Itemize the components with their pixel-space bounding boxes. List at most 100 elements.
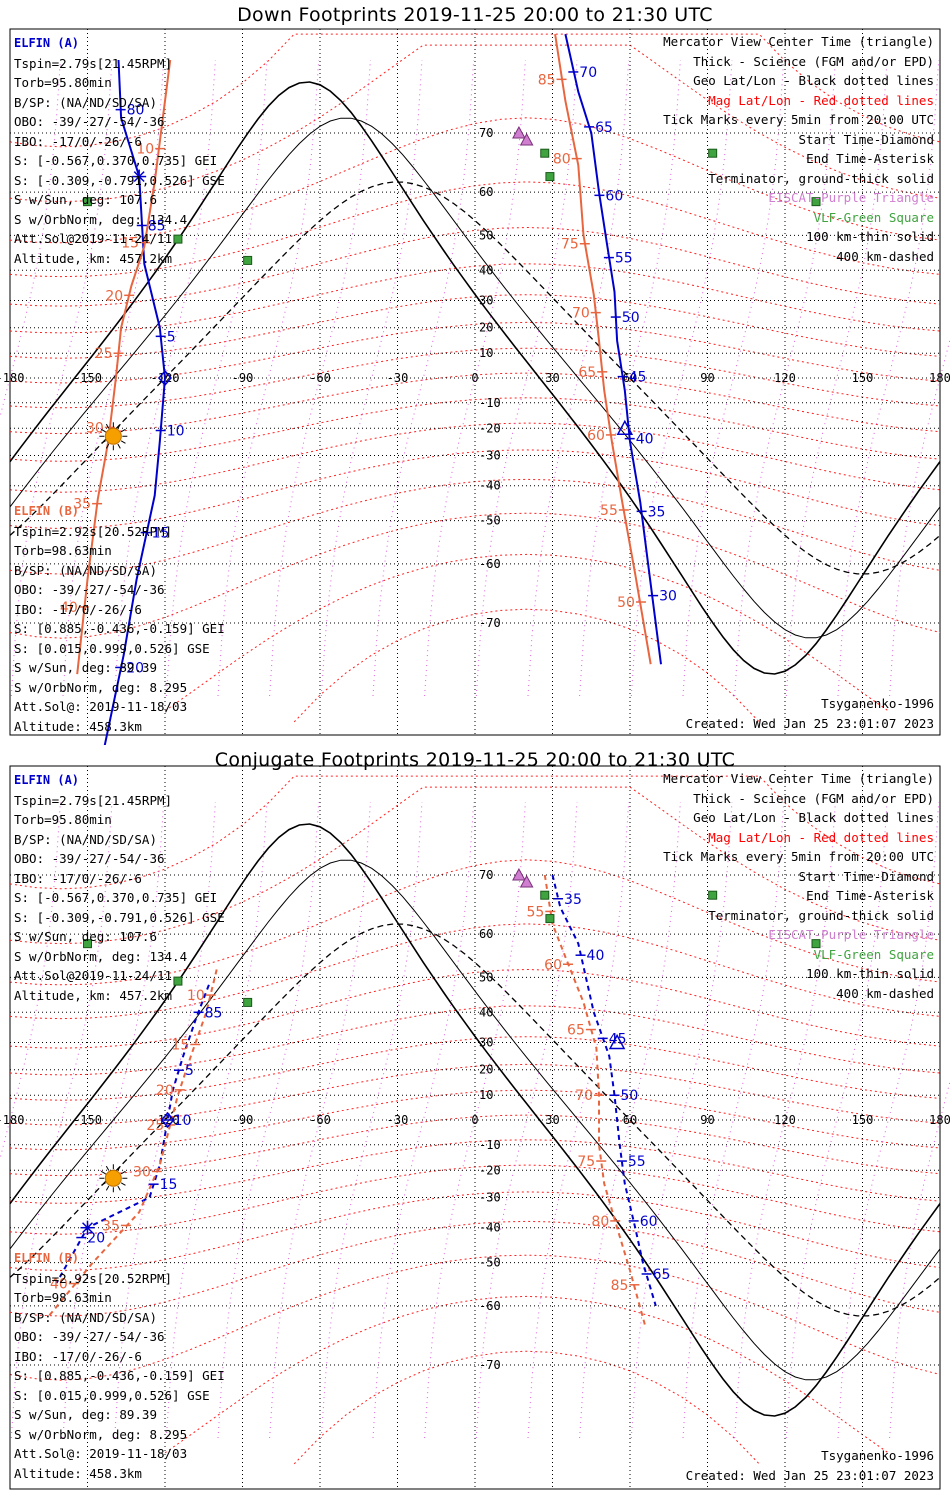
sun-ray — [117, 1185, 121, 1191]
sat-a-line: Tspin=2.79s[21.45RPM] — [14, 792, 173, 808]
lat-tick-label: -10 — [479, 396, 501, 410]
eiscat-triangle — [512, 125, 526, 139]
sat-a-line: Altitude, km: 457.2km — [14, 250, 173, 266]
sun-ray — [120, 1182, 126, 1186]
sat-a-line: IBO: -17/0/-26/-6 — [14, 870, 142, 886]
elfin-b-tick-label: 20 — [156, 1083, 174, 1099]
end-asterisk — [133, 171, 145, 183]
elfin-b-tick-label: 10 — [187, 988, 205, 1004]
vlf-square — [708, 890, 718, 900]
elfin-b-tick-label: 10 — [136, 142, 154, 158]
elfin-a-tick-label: 65 — [653, 1267, 671, 1283]
sun-ray — [117, 1165, 121, 1171]
legend-item: 100 km-thin solid — [806, 966, 934, 981]
start-diamond — [158, 369, 172, 387]
elfin-a-tick-label: 10 — [174, 1113, 192, 1129]
sat-a-line: OBO: -39/-27/-54/-36 — [14, 851, 165, 866]
elfin-a-tick-label: 85 — [205, 1005, 223, 1021]
elfin-b-tick-label: 60 — [587, 428, 605, 444]
mag-lat-line — [9, 33, 941, 148]
vlf-square — [83, 197, 92, 207]
lon-tick-label: 180 — [929, 371, 950, 385]
mag-lat-line — [9, 1191, 941, 1272]
legend-item: Start Time-Diamond — [798, 131, 934, 147]
legend-item: Thick - Science (FGM and/or EPD) — [693, 53, 934, 69]
sat-b-line: Altitude: 458.3km — [14, 1465, 142, 1481]
mag-lat-line — [164, 1295, 889, 1454]
lon-tick-label: 120 — [774, 1113, 796, 1127]
sat-b-info: ELFIN (B) Tspin=2.92s[20.52RPM] Torb=98.… — [14, 1249, 225, 1483]
sat-b-line: S w/OrbNorm, deg: 8.295 — [14, 679, 188, 695]
view-center-triangle — [608, 1033, 626, 1050]
sat-b-line: IBO: -17/0/-26/-6 — [14, 601, 142, 617]
sat-a-line: OBO: -39/-27/-54/-36 — [14, 114, 165, 129]
mag-lat-line — [9, 347, 941, 409]
lon-tick-label: -90 — [232, 371, 254, 385]
sat-b-line: S w/Sun, deg: 89.39 — [14, 660, 157, 675]
elfin-a-tick-label: 15 — [160, 1177, 178, 1193]
terminator-100km — [9, 859, 941, 1381]
vlf-square — [708, 148, 718, 158]
sat-b-line: S: [0.885,-0.436,-0.159] GEI — [14, 621, 225, 636]
legend-item: Mag Lat/Lon - Red dotted lines — [708, 92, 934, 108]
lat-tick-label: 70 — [479, 126, 493, 140]
sat-b-line: S: [0.015,0.999,0.526] GSE — [14, 1387, 210, 1403]
sun-icon — [104, 1169, 122, 1187]
elfin-a-tick-label: 70 — [579, 65, 597, 81]
lon-tick-label: -150 — [73, 1113, 102, 1127]
legend-item: 400 km-dashed — [836, 248, 934, 264]
view-center-triangle — [616, 419, 634, 436]
elfin-a-tick-label: 60 — [605, 188, 623, 204]
lat-tick-label: -30 — [479, 1191, 501, 1205]
vlf-square — [540, 890, 550, 900]
elfin-b-tick-label: 30 — [86, 420, 104, 436]
sat-a-line: S: [-0.309,-0.791,0.526] GSE — [14, 909, 225, 925]
created-label: Created: Wed Jan 25 23:01:07 2023 — [685, 716, 934, 731]
sat-a-line: Att.Sol@2019-11-24/11 — [14, 968, 173, 983]
lat-tick-label: -30 — [479, 449, 501, 463]
elfin-a-tick-label: 35 — [564, 892, 582, 908]
elfin-b-tick-label: 25 — [95, 346, 113, 362]
track-elfin-a — [551, 874, 657, 1307]
elfin-b-tick-label: 55 — [526, 904, 544, 920]
lat-tick-label: 10 — [479, 1088, 493, 1102]
lon-tick-label: 120 — [774, 371, 796, 385]
vlf-square — [811, 197, 821, 207]
lat-tick-label: -60 — [479, 557, 501, 571]
elfin-b-tick-label: 75 — [577, 1154, 595, 1170]
legend-item: Mercator View Center Time (triangle) — [663, 34, 934, 49]
elfin-b-tick-label: 15 — [171, 1037, 189, 1053]
sat-a-line: S: [-0.567,0.370,0.735] GEI — [14, 153, 218, 168]
elfin-b-tick-label: 65 — [567, 1023, 585, 1039]
lon-tick-label: -180 — [0, 1113, 24, 1127]
vlf-square — [173, 976, 183, 986]
sun-ray — [100, 1170, 106, 1175]
sun-ray — [120, 440, 126, 444]
elfin-b-tick-label: 60 — [544, 957, 562, 973]
terminator-100km — [9, 117, 941, 639]
track-elfin-a — [103, 59, 167, 745]
lon-tick-label: -30 — [387, 371, 409, 385]
sat-a-line: Tspin=2.79s[21.45RPM] — [14, 55, 173, 71]
sat-b-line: Torb=98.63min — [14, 543, 112, 558]
sat-a-line: S w/Sun, deg: 107.6 — [14, 929, 157, 944]
sun-ray — [105, 443, 110, 449]
sat-b-line: B/SP: (NA/ND/SD/SA) — [14, 1309, 157, 1325]
lat-tick-label: -40 — [479, 1221, 501, 1235]
sat-a-line: S w/Sun, deg: 107.6 — [14, 192, 157, 207]
lat-tick-label: -50 — [479, 1256, 501, 1270]
down-footprints-map: -180-150-120-90-60-300306090120150180-70… — [0, 28, 950, 745]
elfin-a-tick-label: 40 — [587, 948, 605, 964]
elfin-b-tick-label: 75 — [561, 237, 579, 253]
legend-item: Geo Lat/Lon - Black dotted lines — [693, 73, 934, 88]
lat-tick-label: 40 — [479, 1005, 493, 1019]
legend-item: Tick Marks every 5min from 20:00 UTC — [663, 849, 934, 864]
lat-tick-label: -20 — [479, 421, 501, 435]
sat-a-name: ELFIN (A) — [14, 773, 80, 787]
vlf-square — [83, 939, 92, 949]
elfin-a-tick-label: 65 — [595, 120, 613, 136]
mag-lat-line — [9, 1254, 941, 1381]
legend-item: Geo Lat/Lon - Black dotted lines — [693, 810, 934, 825]
elfin-b-tick-label: 40 — [50, 1277, 68, 1293]
sat-b-line: OBO: -39/-27/-54/-36 — [14, 582, 165, 597]
